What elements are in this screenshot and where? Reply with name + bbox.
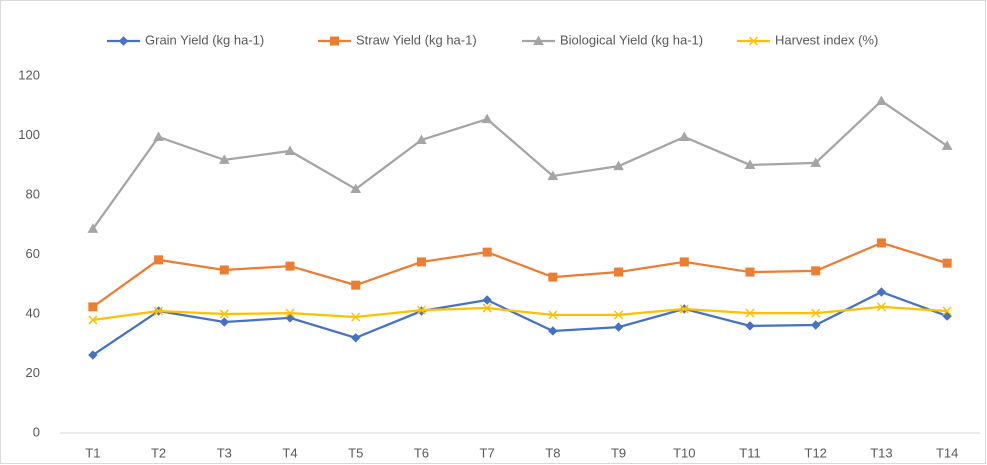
series-line [92,305,948,322]
x-tick-label: T12 [805,445,827,460]
marker [482,247,492,257]
marker [533,35,544,45]
marker [219,265,229,275]
marker [154,255,164,265]
marker [481,113,493,124]
marker [679,257,689,267]
marker [285,308,295,318]
marker [942,306,952,316]
x-tick-label: T7 [480,445,495,460]
marker [330,36,339,46]
marker [351,333,361,343]
marker [547,170,559,180]
x-tick-label: T4 [282,445,297,460]
marker [613,160,624,171]
marker [219,317,229,327]
marker [876,287,887,297]
x-tick-label: T8 [545,445,560,460]
marker [941,140,953,150]
marker [678,131,690,141]
marker [876,95,887,105]
x-tick-label: T14 [936,445,958,460]
marker [87,223,99,233]
legend-label: Biological Yield (kg ha-1) [560,32,703,47]
marker [218,154,230,164]
x-tick-label: T6 [414,445,429,460]
y-tick-label: 80 [26,186,40,201]
y-tick-label: 0 [33,424,40,439]
x-tick-label: T13 [870,445,892,460]
legend-label: Grain Yield (kg ha-1) [145,32,264,47]
marker [285,261,295,271]
marker [745,308,755,318]
marker [811,308,821,318]
marker [350,183,362,194]
x-tick-label: T9 [611,445,626,460]
marker [748,36,759,46]
marker [416,305,426,315]
marker [548,326,558,336]
marker [416,134,427,144]
marker [482,295,492,305]
y-tick-label: 120 [18,67,40,82]
marker [153,131,164,141]
marker [745,267,755,277]
x-tick-label: T5 [348,445,363,460]
marker [284,145,296,155]
marker [548,272,558,282]
marker [745,321,755,331]
marker [482,303,492,313]
marker [876,302,886,312]
marker [351,312,361,322]
legend-label: Straw Yield (kg ha-1) [356,32,477,47]
x-tick-label: T1 [85,445,100,460]
x-tick-label: T3 [217,445,232,460]
marker [614,310,624,320]
y-tick-label: 60 [26,246,40,261]
series-line [92,241,948,308]
marker [154,306,164,316]
marker [219,309,229,319]
marker [416,257,426,267]
series-line [92,290,948,356]
legend-label: Harvest index (%) [775,32,878,47]
y-tick-label: 100 [18,127,40,142]
marker [613,322,624,332]
marker [744,159,756,169]
marker [88,315,98,325]
marker [88,302,98,312]
marker [351,280,361,290]
y-tick-label: 40 [26,305,40,320]
series-line [91,99,948,230]
y-tick-label: 20 [26,365,40,380]
marker [679,304,689,314]
marker [811,266,821,276]
marker [876,238,886,248]
marker [614,267,624,277]
marker [810,157,822,167]
marker [118,36,129,46]
x-tick-label: T10 [673,445,695,460]
x-tick-label: T2 [151,445,166,460]
marker [811,320,821,330]
marker [942,258,952,268]
x-tick-label: T11 [739,445,760,460]
marker [88,350,98,360]
marker [548,310,558,320]
